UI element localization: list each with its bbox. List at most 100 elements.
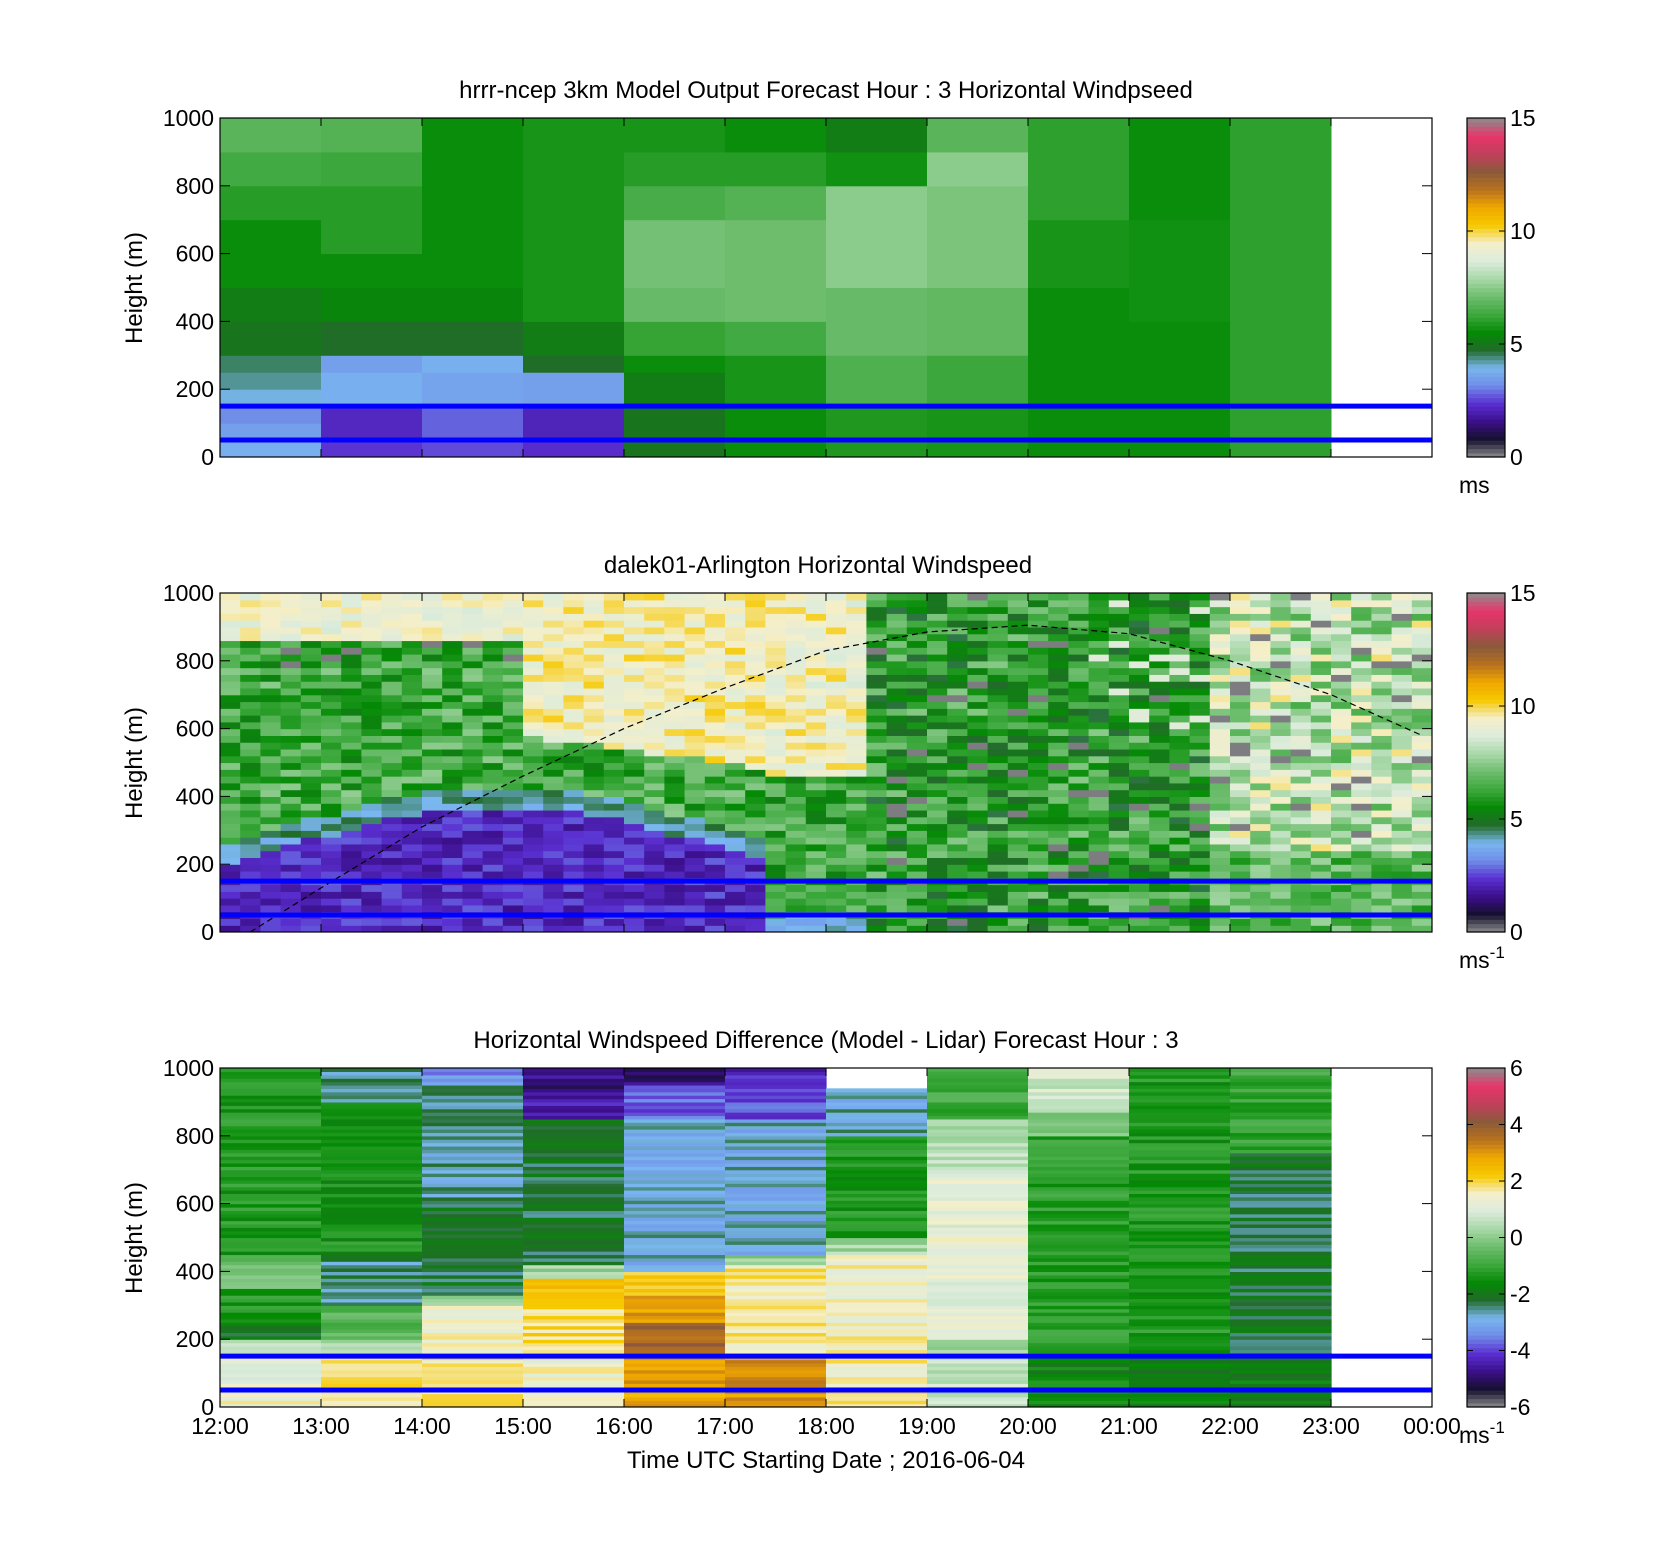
heatmap-cell [745,898,766,906]
heatmap-cell [361,925,383,932]
heatmap-cell [1230,1366,1332,1371]
heatmap-cell [725,1071,827,1076]
heatmap-cell [1250,687,1271,696]
heatmap-cell [1048,748,1069,757]
x-tick-label: 20:00 [999,1413,1057,1439]
heatmap-cell [1270,850,1292,859]
heatmap-cell [927,782,948,791]
heatmap-cell [422,898,443,906]
heatmap-cell [1189,884,1211,892]
heatmap-cell [220,1278,322,1283]
colorbar-swatch [1467,190,1505,195]
colorbar-swatch [1467,618,1505,624]
heatmap-cell [220,796,241,804]
heatmap-cell [785,674,807,682]
heatmap-cell [543,857,564,865]
heatmap-cell [906,633,928,642]
heatmap-cell [624,287,726,322]
heatmap-cell [1371,728,1393,736]
heatmap-cell [805,755,827,764]
heatmap-cell [1129,1078,1231,1083]
heatmap-cell [1371,837,1393,845]
heatmap-cell [442,620,463,628]
heatmap-cell [624,1312,726,1317]
heatmap-cell [482,647,504,655]
heatmap-cell [1250,599,1271,608]
heatmap-cell [280,789,302,797]
heatmap-cell [462,708,484,716]
heatmap-cell [341,918,362,926]
heatmap-cell [1230,803,1251,811]
heatmap-cell [422,1095,524,1100]
heatmap-cell [321,925,342,932]
heatmap-cell [624,1071,726,1076]
heatmap-cell [563,796,585,804]
heatmap-cell [866,681,888,689]
heatmap-cell [401,837,423,845]
heatmap-cell [543,681,564,689]
heatmap-cell [725,355,827,407]
heatmap-cell [1028,884,1049,892]
heatmap-cell [543,728,564,736]
heatmap-cell [846,816,867,825]
heatmap-cell [523,1162,625,1167]
heatmap-cell [1230,1166,1332,1171]
heatmap-cell [240,837,261,845]
heatmap-cell [826,1261,928,1266]
heatmap-cell [644,925,665,932]
heatmap-cell [1028,1101,1130,1106]
heatmap-cell [462,918,484,926]
heatmap-cell [866,918,888,926]
heatmap-cell [1331,898,1352,906]
heatmap-cell [1290,626,1312,635]
heatmap-cell [1331,755,1352,764]
heatmap-cell [240,593,261,601]
heatmap-cell [523,620,544,628]
heatmap-cell [1169,870,1191,879]
y-tick-label: 400 [176,308,214,334]
heatmap-cell [1048,633,1069,642]
heatmap-cell [704,803,726,811]
heatmap-cell [1189,857,1211,865]
heatmap-cell [220,1274,322,1279]
heatmap-cell [583,721,605,730]
heatmap-cell [886,816,908,825]
heatmap-cell [220,1088,322,1093]
heatmap-cell [1088,613,1110,621]
heatmap-cell [1028,1206,1130,1211]
heatmap-cell [220,776,241,784]
heatmap-cell [1129,1149,1231,1154]
heatmap-cell [341,857,362,865]
heatmap-cell [785,823,807,831]
heatmap-cell [785,606,807,614]
heatmap-cell [785,891,807,899]
heatmap-cell [1230,837,1251,845]
heatmap-cell [927,1403,1029,1407]
heatmap-cell [1028,918,1049,926]
heatmap-cell [745,613,766,621]
heatmap-cell [1108,593,1130,601]
heatmap-cell [1209,925,1231,932]
heatmap-cell [644,633,665,642]
heatmap-cell [624,1257,726,1262]
heatmap-cell [1270,830,1292,838]
heatmap-cell [361,762,383,770]
heatmap-cell [1331,748,1352,757]
heatmap-cell [523,1152,625,1157]
heatmap-cell [240,687,261,696]
heatmap-cell [725,674,746,682]
heatmap-cell [725,1359,827,1364]
heatmap-cell [785,715,807,723]
heatmap-cell [220,843,241,852]
heatmap-cell [927,1247,1029,1252]
heatmap-cell [442,830,463,838]
heatmap-cell [603,613,625,621]
heatmap-cell [947,762,968,770]
heatmap-cell [1129,1308,1231,1313]
heatmap-cell [826,667,847,675]
heatmap-cell [462,681,484,689]
heatmap-cell [583,782,605,791]
heatmap-cell [1411,681,1432,689]
heatmap-cell [785,721,807,730]
heatmap-cell [826,1095,928,1100]
